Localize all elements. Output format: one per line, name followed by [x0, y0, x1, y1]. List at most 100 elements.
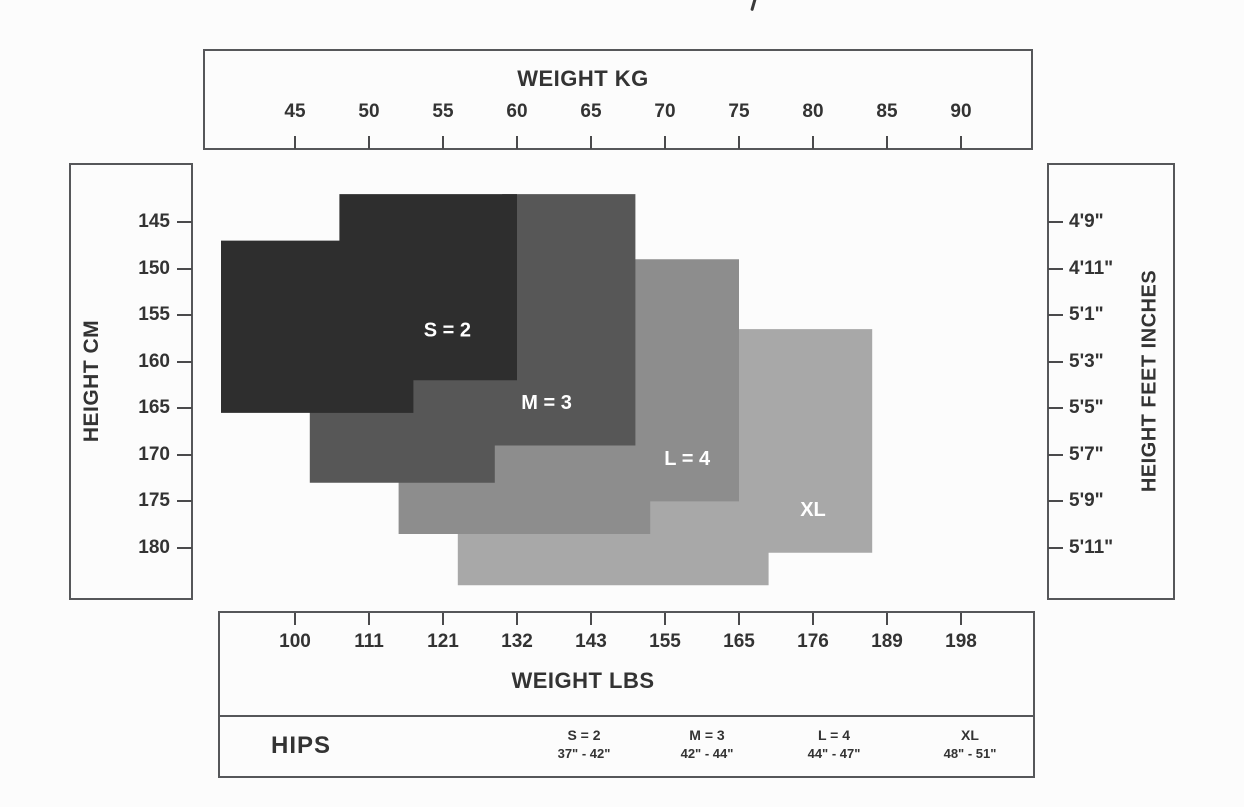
hips-size-label: S = 2 — [567, 727, 601, 743]
hips-column-s2: S = 2 37" - 42" — [558, 726, 611, 762]
feet-tick-label: 4'11" — [1069, 257, 1114, 279]
kg-tick-mark — [368, 136, 370, 149]
size-region-label: M = 3 — [521, 392, 572, 414]
feet-tick-dash — [1048, 500, 1063, 503]
kg-tick-mark — [294, 136, 296, 149]
cm-tick-dash — [177, 407, 192, 410]
cm-tick-label: 145 — [138, 211, 170, 232]
lbs-tick-label: 176 — [797, 631, 829, 652]
kg-tick-label: 55 — [432, 101, 454, 122]
hips-row-label: HIPS — [270, 732, 331, 759]
lbs-tick-label: 143 — [575, 631, 607, 652]
cm-tick-dash — [177, 453, 192, 456]
feet-tick-dash — [1048, 360, 1063, 363]
lbs-tick-label: 100 — [279, 631, 311, 652]
cm-tick-dash — [177, 360, 192, 363]
kg-tick-label: 80 — [802, 101, 824, 122]
kg-tick-label: 90 — [950, 101, 972, 122]
weight-kg-axis-box — [203, 49, 1033, 150]
size-region-label: L = 4 — [664, 448, 711, 470]
cm-tick-dash — [177, 314, 192, 317]
lbs-tick-label: 165 — [723, 631, 755, 652]
hips-size-label: M = 3 — [689, 727, 725, 743]
feet-tick-label: 5'5" — [1069, 397, 1104, 419]
height-feet-inches-axis-box — [1047, 163, 1175, 600]
hips-column-l4: L = 4 44" - 47" — [808, 726, 861, 762]
cm-tick-label: 155 — [138, 304, 170, 326]
hips-column-xl: XL 48" - 51" — [944, 726, 997, 762]
feet-tick-dash — [1048, 221, 1063, 223]
cm-tick-label: 160 — [138, 350, 170, 372]
lbs-tick-label: 155 — [649, 631, 681, 652]
feet-tick-dash — [1048, 314, 1063, 317]
lbs-tick-label: 121 — [427, 631, 459, 652]
cm-tick-label: 150 — [138, 257, 170, 279]
hips-size-label: XL — [961, 727, 979, 743]
hips-range-label: 42" - 44" — [680, 745, 734, 761]
kg-tick-mark — [738, 136, 740, 149]
feet-tick-label: 5'11" — [1069, 537, 1114, 558]
feet-tick-label: 5'7" — [1069, 443, 1104, 465]
lbs-tick-mark — [812, 613, 814, 625]
lbs-tick-mark — [442, 613, 444, 625]
cropped-glyph-mark — [750, 0, 757, 12]
lbs-tick-mark — [738, 613, 740, 625]
hips-column-m3: M = 3 42" - 44" — [681, 726, 734, 762]
feet-tick-dash — [1048, 407, 1063, 410]
kg-tick-mark — [960, 136, 962, 149]
feet-tick-label: 5'1" — [1069, 304, 1104, 326]
height-cm-axis-title: HEIGHT CM — [80, 319, 103, 443]
feet-tick-dash — [1048, 547, 1063, 549]
feet-tick-dash — [1048, 267, 1063, 270]
lbs-tick-mark — [960, 613, 962, 625]
cm-tick-label: 175 — [138, 490, 170, 512]
weight-lbs-axis-title: WEIGHT LBS — [511, 668, 655, 693]
kg-tick-mark — [590, 136, 592, 149]
lbs-tick-mark — [516, 613, 518, 625]
cm-tick-dash — [177, 500, 192, 503]
lbs-tick-label: 189 — [871, 631, 903, 652]
size-region-label: XL — [800, 499, 826, 521]
kg-tick-label: 75 — [728, 101, 750, 122]
hips-range-label: 37" - 42" — [557, 745, 611, 761]
kg-tick-label: 60 — [506, 101, 528, 122]
size-chart-plot: XL L = 4 M = 3 S = 2 — [221, 194, 873, 586]
lbs-tick-label: 132 — [501, 631, 533, 652]
cm-tick-dash — [177, 221, 192, 223]
hips-range-label: 44" - 47" — [807, 745, 861, 761]
weight-lbs-axis-box — [218, 611, 1035, 717]
kg-tick-label: 45 — [284, 101, 306, 122]
hips-size-label: L = 4 — [817, 727, 851, 743]
kg-tick-mark — [812, 136, 814, 149]
weight-kg-axis-title: WEIGHT KG — [517, 66, 649, 91]
kg-tick-label: 70 — [654, 101, 676, 122]
kg-tick-mark — [516, 136, 518, 149]
size-region-s2 — [221, 194, 517, 413]
hips-table-box — [218, 715, 1035, 778]
cm-tick-dash — [177, 547, 192, 549]
feet-tick-label: 5'9" — [1069, 490, 1104, 512]
feet-tick-label: 4'9" — [1069, 211, 1104, 232]
kg-tick-mark — [442, 136, 444, 149]
feet-tick-dash — [1048, 453, 1063, 456]
feet-tick-label: 5'3" — [1069, 350, 1104, 372]
lbs-tick-mark — [294, 613, 296, 625]
lbs-tick-mark — [886, 613, 888, 625]
cm-tick-label: 170 — [138, 443, 170, 465]
lbs-tick-mark — [590, 613, 592, 625]
kg-tick-label: 85 — [876, 101, 898, 122]
cm-tick-dash — [177, 267, 192, 270]
size-region-label: S = 2 — [424, 319, 471, 341]
lbs-tick-mark — [664, 613, 666, 625]
hips-range-label: 48" - 51" — [943, 745, 997, 761]
lbs-tick-label: 111 — [354, 631, 384, 652]
lbs-tick-label: 198 — [945, 631, 977, 652]
kg-tick-label: 65 — [580, 101, 602, 122]
lbs-tick-mark — [368, 613, 370, 625]
cm-tick-label: 180 — [138, 537, 170, 558]
kg-tick-mark — [886, 136, 888, 149]
kg-tick-label: 50 — [358, 101, 380, 122]
height-cm-axis-box — [69, 163, 193, 600]
cm-tick-label: 165 — [138, 397, 170, 419]
